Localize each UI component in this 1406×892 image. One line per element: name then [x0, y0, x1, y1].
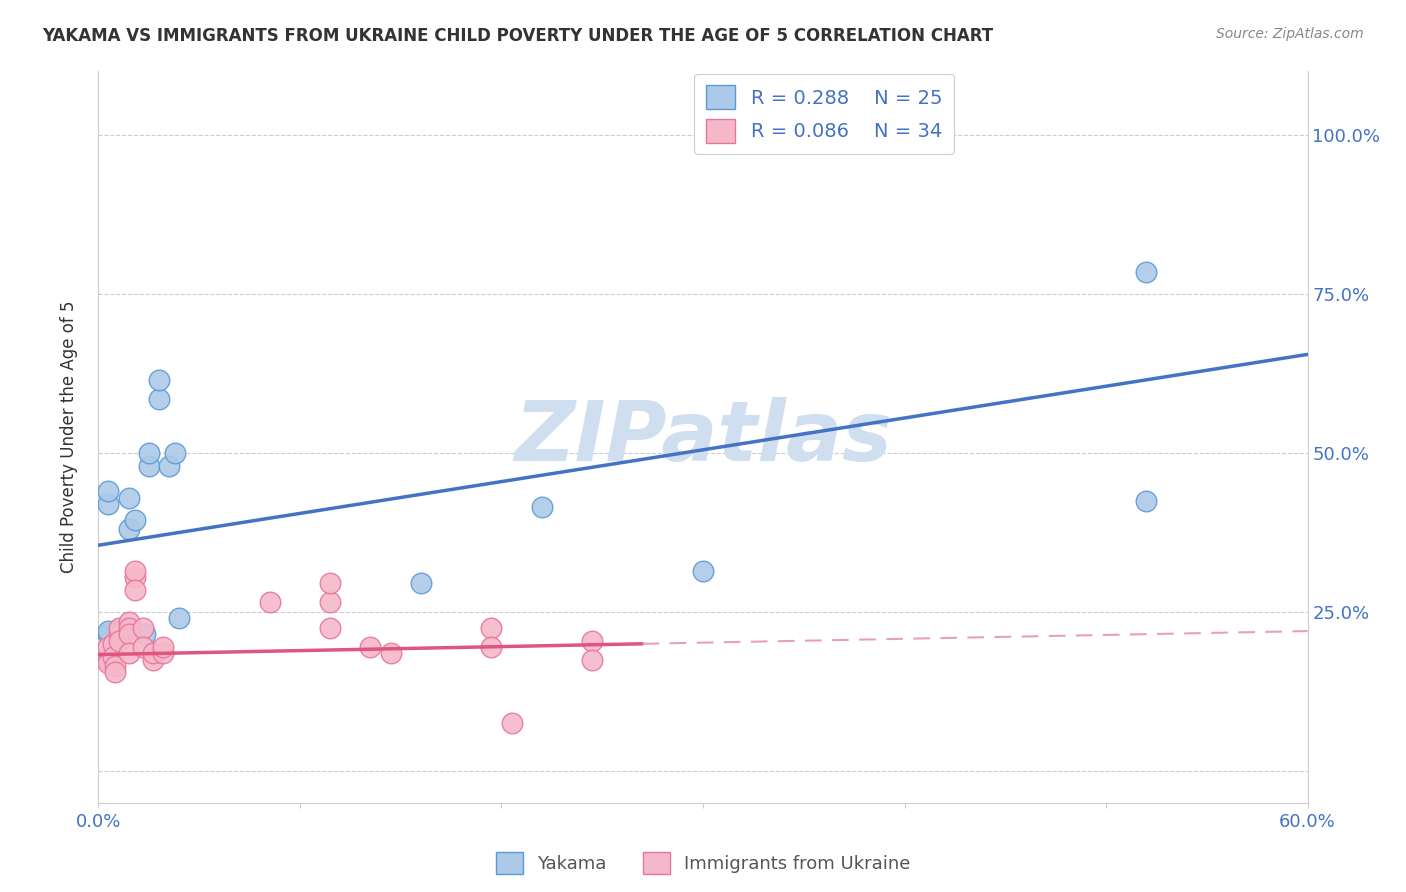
Point: [97, 653, 120, 667]
Point: [107, 621, 129, 635]
Point: [138, 446, 160, 460]
Point: [107, 627, 129, 641]
Point: [97, 656, 120, 670]
Point: [163, 446, 186, 460]
Point: [1135, 265, 1157, 279]
Point: [167, 611, 190, 625]
Point: [97, 624, 120, 638]
Point: [501, 716, 523, 731]
Point: [124, 582, 146, 597]
Point: [481, 640, 503, 654]
Point: [360, 640, 382, 654]
Point: [142, 646, 165, 660]
Point: [319, 595, 342, 609]
Point: [148, 392, 170, 406]
Text: YAKAMA VS IMMIGRANTS FROM UKRAINE CHILD POVERTY UNDER THE AGE OF 5 CORRELATION C: YAKAMA VS IMMIGRANTS FROM UKRAINE CHILD …: [42, 27, 993, 45]
Point: [111, 624, 134, 638]
Point: [118, 627, 141, 641]
Point: [97, 640, 120, 654]
Point: [103, 627, 125, 641]
Point: [259, 595, 281, 609]
Point: [581, 653, 603, 667]
Point: [409, 576, 432, 591]
Point: [103, 627, 125, 641]
Point: [319, 576, 342, 591]
Point: [380, 646, 402, 660]
Point: [148, 373, 170, 387]
Point: [97, 484, 120, 499]
Point: [111, 627, 134, 641]
Point: [124, 513, 146, 527]
Point: [1135, 493, 1157, 508]
Point: [530, 500, 553, 514]
Point: [101, 649, 124, 664]
Point: [138, 458, 160, 473]
Point: [118, 491, 141, 505]
Point: [107, 633, 129, 648]
Point: [124, 564, 146, 578]
Point: [124, 570, 146, 584]
Point: [118, 615, 141, 629]
Point: [142, 653, 165, 667]
Point: [134, 627, 156, 641]
Point: [118, 646, 141, 660]
Point: [97, 627, 120, 641]
Point: [132, 640, 155, 654]
Text: ZIPatlas: ZIPatlas: [515, 397, 891, 477]
Text: Source: ZipAtlas.com: Source: ZipAtlas.com: [1216, 27, 1364, 41]
Point: [481, 621, 503, 635]
Point: [152, 646, 174, 660]
Point: [157, 458, 180, 473]
Point: [101, 637, 124, 651]
Point: [581, 633, 603, 648]
Point: [132, 621, 155, 635]
Legend: Yakama, Immigrants from Ukraine: Yakama, Immigrants from Ukraine: [488, 845, 918, 881]
Point: [692, 564, 714, 578]
Point: [103, 624, 125, 638]
Point: [103, 665, 125, 680]
Point: [97, 497, 120, 511]
Point: [152, 640, 174, 654]
Y-axis label: Child Poverty Under the Age of 5: Child Poverty Under the Age of 5: [59, 301, 77, 574]
Point: [118, 522, 141, 536]
Point: [118, 621, 141, 635]
Point: [319, 621, 342, 635]
Point: [103, 659, 125, 673]
